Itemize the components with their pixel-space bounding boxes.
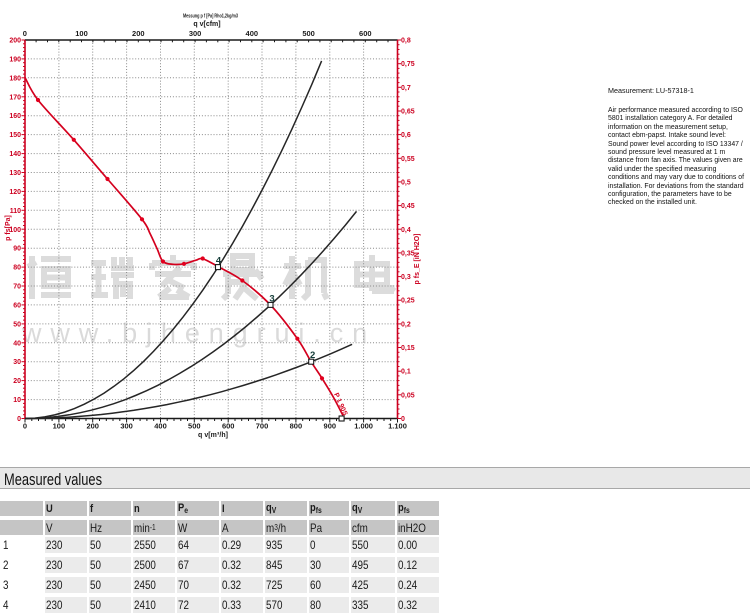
svg-text:0: 0 [401, 416, 405, 423]
svg-text:190: 190 [9, 56, 21, 63]
svg-text:800: 800 [290, 421, 303, 430]
svg-text:700: 700 [256, 421, 269, 430]
svg-text:0: 0 [23, 29, 27, 38]
svg-text:30: 30 [13, 359, 21, 366]
svg-text:500: 500 [188, 421, 201, 430]
svg-text:2: 2 [310, 350, 315, 361]
svg-text:300: 300 [189, 29, 202, 38]
svg-text:0,45: 0,45 [401, 203, 415, 210]
svg-text:P 1 90S: P 1 90S [332, 392, 348, 417]
svg-text:20: 20 [13, 378, 21, 385]
svg-text:0: 0 [23, 421, 27, 430]
svg-text:80: 80 [13, 265, 21, 272]
svg-text:p fs_E [iN H2O]: p fs_E [iN H2O] [414, 234, 421, 285]
svg-text:0,05: 0,05 [401, 392, 415, 399]
svg-text:0,2: 0,2 [401, 321, 411, 328]
svg-text:p fs[Pa]: p fs[Pa] [5, 215, 12, 241]
svg-text:q v[cfm]: q v[cfm] [193, 21, 220, 28]
svg-text:100: 100 [53, 421, 66, 430]
svg-text:0,35: 0,35 [401, 250, 415, 257]
svg-text:0,1: 0,1 [401, 369, 411, 376]
svg-text:0,6: 0,6 [401, 132, 411, 139]
svg-text:90: 90 [13, 246, 21, 253]
svg-text:0,8: 0,8 [401, 38, 411, 45]
svg-text:900: 900 [324, 421, 337, 430]
svg-text:Messung p f [Pa] Rho1,2kg/m3: Messung p f [Pa] Rho1,2kg/m3 [183, 14, 238, 20]
svg-text:www.bjhengrui.cn: www.bjhengrui.cn [21, 318, 376, 348]
svg-text:0,4: 0,4 [401, 227, 411, 234]
svg-text:170: 170 [9, 94, 21, 101]
svg-text:0,3: 0,3 [401, 274, 411, 281]
svg-text:10: 10 [13, 397, 21, 404]
svg-text:1.100: 1.100 [388, 421, 407, 430]
svg-text:500: 500 [302, 29, 315, 38]
svg-text:0,75: 0,75 [401, 61, 415, 68]
svg-text:100: 100 [75, 29, 88, 38]
svg-text:50: 50 [13, 321, 21, 328]
svg-text:0,5: 0,5 [401, 179, 411, 186]
svg-text:200: 200 [86, 421, 99, 430]
svg-text:3: 3 [269, 293, 274, 304]
svg-text:600: 600 [359, 29, 372, 38]
svg-text:180: 180 [9, 75, 21, 82]
svg-text:120: 120 [9, 189, 21, 196]
svg-text:4: 4 [216, 256, 222, 267]
svg-text:160: 160 [9, 113, 21, 120]
svg-text:400: 400 [154, 421, 167, 430]
svg-text:200: 200 [9, 38, 21, 45]
svg-text:q v[m³/h]: q v[m³/h] [198, 432, 228, 439]
svg-text:130: 130 [9, 170, 21, 177]
svg-text:110: 110 [10, 208, 21, 215]
svg-text:0,65: 0,65 [401, 109, 415, 116]
svg-text:0,7: 0,7 [401, 85, 411, 92]
svg-text:40: 40 [13, 340, 21, 347]
svg-text:300: 300 [120, 421, 133, 430]
svg-text:100: 100 [9, 227, 21, 234]
svg-text:0,15: 0,15 [401, 345, 415, 352]
svg-text:0,55: 0,55 [401, 156, 415, 163]
svg-text:60: 60 [13, 302, 21, 309]
svg-text:1.000: 1.000 [354, 421, 373, 430]
svg-text:600: 600 [222, 421, 235, 430]
svg-text:0,25: 0,25 [401, 298, 415, 305]
svg-text:70: 70 [13, 284, 21, 291]
svg-text:0: 0 [17, 416, 21, 423]
svg-text:200: 200 [132, 29, 145, 38]
svg-text:400: 400 [246, 29, 259, 38]
svg-text:150: 150 [9, 132, 21, 139]
svg-text:140: 140 [9, 151, 21, 158]
